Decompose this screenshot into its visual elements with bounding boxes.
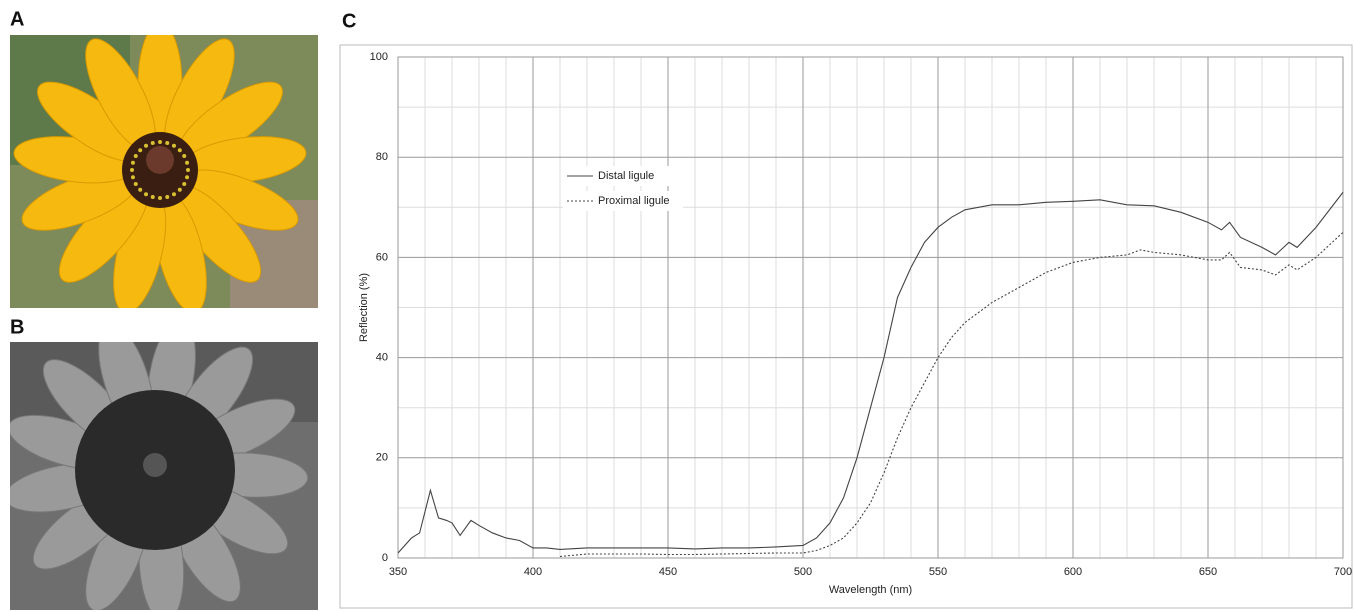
- stamen: [177, 187, 182, 192]
- stamen: [150, 140, 155, 145]
- stamen: [177, 148, 182, 153]
- legend-bg: [563, 166, 683, 186]
- stamen: [158, 196, 162, 200]
- x-tick-label: 400: [524, 566, 542, 578]
- data-line: [397, 191, 1344, 554]
- y-tick-label: 0: [382, 552, 388, 564]
- chart-frame: [339, 44, 1353, 609]
- stamen: [182, 154, 187, 158]
- x-tick-label: 600: [1064, 566, 1082, 578]
- stamen: [138, 148, 143, 153]
- y-axis-title: Reflection (%): [358, 273, 370, 342]
- legend-label: Proximal ligule: [598, 195, 670, 207]
- plot-border: [397, 56, 1344, 559]
- y-tick-label: 80: [376, 151, 388, 163]
- stamen: [172, 192, 176, 197]
- stamen: [158, 140, 162, 144]
- panel-label: B: [10, 316, 24, 338]
- x-tick-label: 450: [659, 566, 677, 578]
- stamen: [133, 182, 138, 186]
- stamen: [130, 175, 135, 180]
- panel-label: C: [342, 10, 356, 32]
- photo-uv: [10, 342, 318, 610]
- stamen: [182, 182, 187, 186]
- legend-bg: [563, 191, 683, 211]
- x-tick-label: 500: [794, 566, 812, 578]
- stamen: [185, 160, 190, 165]
- stamen: [144, 192, 148, 197]
- photo-color: [10, 35, 318, 308]
- stamen: [165, 195, 170, 200]
- stamen: [165, 140, 170, 145]
- stamen: [172, 143, 176, 148]
- stamen: [186, 168, 190, 172]
- y-tick-label: 40: [376, 352, 388, 364]
- panel-label: A: [10, 8, 24, 30]
- x-tick-label: 550: [929, 566, 947, 578]
- y-tick-label: 20: [376, 452, 388, 464]
- x-axis-title: Wavelength (nm): [829, 584, 912, 596]
- stamen: [144, 143, 148, 148]
- x-tick-label: 650: [1199, 566, 1217, 578]
- stamen: [185, 175, 190, 180]
- stamen: [133, 154, 138, 158]
- x-tick-label: 350: [389, 566, 407, 578]
- stamen: [138, 187, 143, 192]
- y-tick-label: 60: [376, 251, 388, 263]
- x-tick-label: 700: [1334, 566, 1352, 578]
- stamen: [150, 195, 155, 200]
- stamen: [130, 160, 135, 165]
- legend-label: Distal ligule: [598, 170, 654, 182]
- stamen: [130, 168, 134, 172]
- y-tick-label: 100: [370, 51, 388, 63]
- data-line: [559, 231, 1344, 558]
